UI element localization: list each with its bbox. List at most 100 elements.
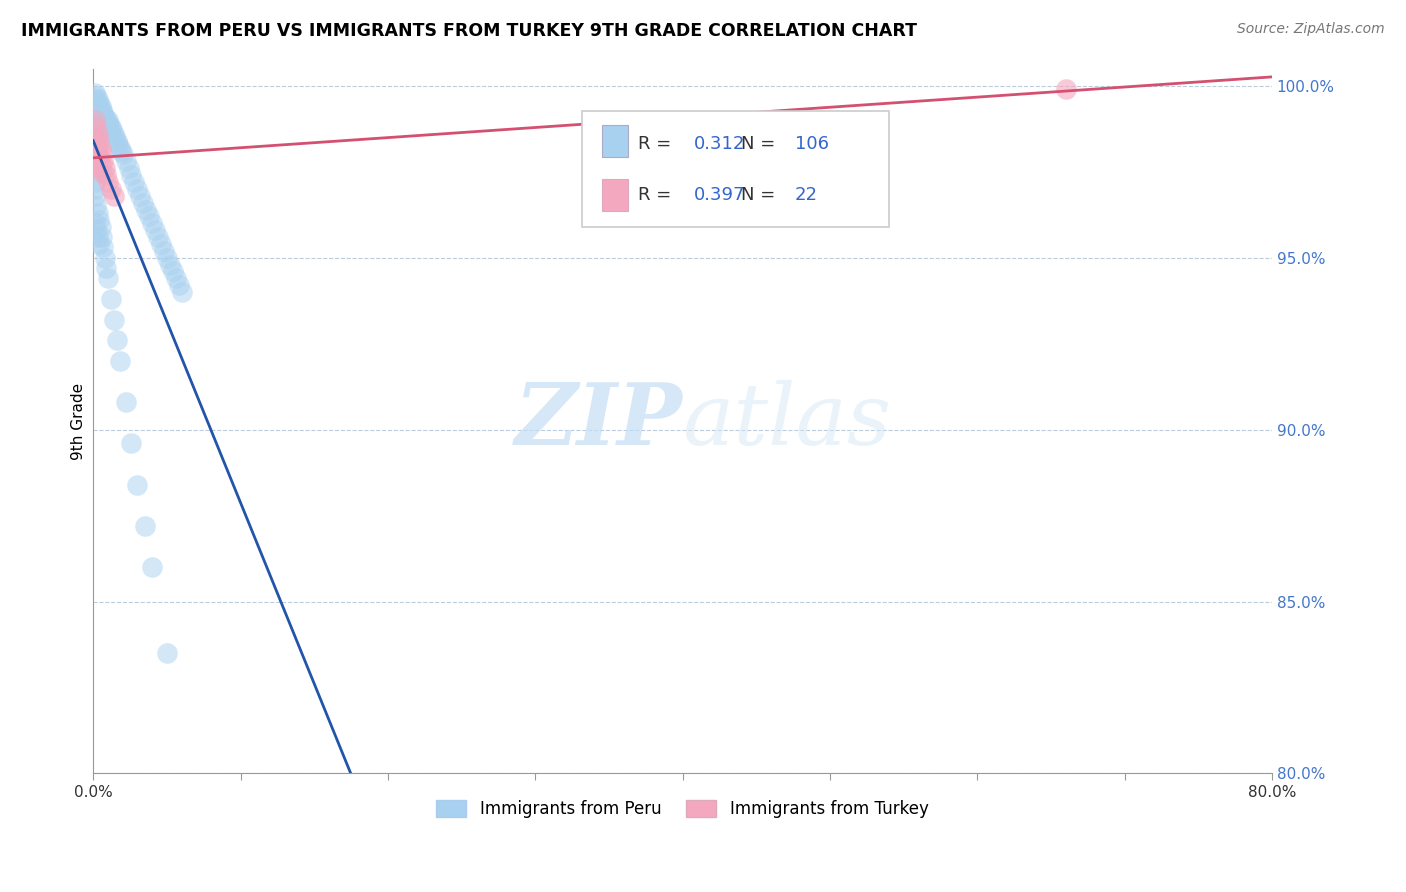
- Point: [83, 130, 105, 145]
- Point: [87, 116, 110, 130]
- Point: [97, 271, 120, 285]
- Point: [84, 89, 107, 103]
- Point: [86, 134, 108, 148]
- Point: [96, 168, 118, 182]
- Point: [138, 210, 160, 224]
- Point: [105, 134, 128, 148]
- Point: [84, 144, 107, 158]
- Point: [86, 206, 108, 220]
- Point: [121, 168, 143, 182]
- Point: [84, 123, 107, 137]
- Point: [84, 130, 107, 145]
- Point: [93, 240, 115, 254]
- Point: [141, 216, 163, 230]
- Text: IMMIGRANTS FROM PERU VS IMMIGRANTS FROM TURKEY 9TH GRADE CORRELATION CHART: IMMIGRANTS FROM PERU VS IMMIGRANTS FROM …: [21, 22, 917, 40]
- Point: [159, 258, 181, 272]
- FancyBboxPatch shape: [582, 111, 889, 227]
- Point: [94, 161, 117, 176]
- Point: [143, 223, 166, 237]
- Point: [83, 120, 105, 134]
- Point: [87, 236, 110, 251]
- Point: [84, 95, 107, 110]
- Text: 0.312: 0.312: [695, 135, 745, 153]
- Point: [84, 223, 107, 237]
- Point: [149, 236, 172, 251]
- Bar: [602, 125, 628, 157]
- Text: ZIP: ZIP: [515, 379, 682, 463]
- Point: [83, 182, 105, 196]
- Point: [83, 147, 105, 161]
- Point: [91, 110, 114, 124]
- Point: [108, 353, 131, 368]
- Point: [86, 140, 108, 154]
- Point: [84, 158, 107, 172]
- Point: [84, 199, 107, 213]
- Text: 22: 22: [794, 186, 817, 204]
- Point: [83, 106, 105, 120]
- Point: [100, 182, 122, 196]
- Text: Source: ZipAtlas.com: Source: ZipAtlas.com: [1237, 22, 1385, 37]
- Point: [84, 137, 107, 152]
- Text: 106: 106: [794, 135, 828, 153]
- Point: [93, 113, 115, 128]
- Point: [90, 106, 112, 120]
- Point: [83, 86, 105, 100]
- Point: [127, 182, 149, 196]
- Point: [114, 395, 136, 409]
- Point: [83, 134, 105, 148]
- Point: [83, 99, 105, 113]
- Point: [94, 251, 117, 265]
- Point: [86, 144, 108, 158]
- Point: [91, 147, 114, 161]
- Point: [91, 164, 114, 178]
- Point: [87, 212, 110, 227]
- Point: [86, 93, 108, 107]
- Text: 0.397: 0.397: [695, 186, 745, 204]
- Point: [86, 230, 108, 244]
- Point: [84, 116, 107, 130]
- Point: [83, 168, 105, 182]
- Point: [86, 120, 108, 134]
- Point: [83, 154, 105, 169]
- Point: [86, 113, 108, 128]
- Bar: [602, 179, 628, 211]
- Point: [83, 113, 105, 128]
- Point: [124, 175, 146, 189]
- Point: [146, 230, 169, 244]
- Point: [127, 477, 149, 491]
- Point: [97, 120, 120, 134]
- Text: atlas: atlas: [682, 380, 891, 462]
- Point: [170, 285, 193, 299]
- Point: [96, 113, 118, 128]
- Point: [121, 436, 143, 450]
- Point: [134, 519, 156, 533]
- Point: [86, 127, 108, 141]
- Point: [83, 140, 105, 154]
- Point: [156, 251, 179, 265]
- Point: [100, 292, 122, 306]
- Point: [83, 127, 105, 141]
- Text: N =: N =: [741, 186, 782, 204]
- Point: [84, 137, 107, 152]
- Point: [84, 151, 107, 165]
- Point: [110, 144, 132, 158]
- Point: [90, 140, 112, 154]
- Point: [86, 161, 108, 176]
- Point: [107, 137, 129, 152]
- Point: [114, 154, 136, 169]
- Point: [90, 158, 112, 172]
- Point: [90, 219, 112, 234]
- Point: [111, 147, 134, 161]
- Point: [91, 230, 114, 244]
- Point: [167, 278, 190, 293]
- Point: [84, 110, 107, 124]
- Point: [104, 130, 127, 145]
- Point: [84, 120, 107, 134]
- Point: [103, 188, 125, 202]
- Point: [87, 134, 110, 148]
- Point: [86, 106, 108, 120]
- Point: [97, 175, 120, 189]
- Point: [93, 154, 115, 169]
- Point: [96, 260, 118, 275]
- Point: [117, 161, 139, 176]
